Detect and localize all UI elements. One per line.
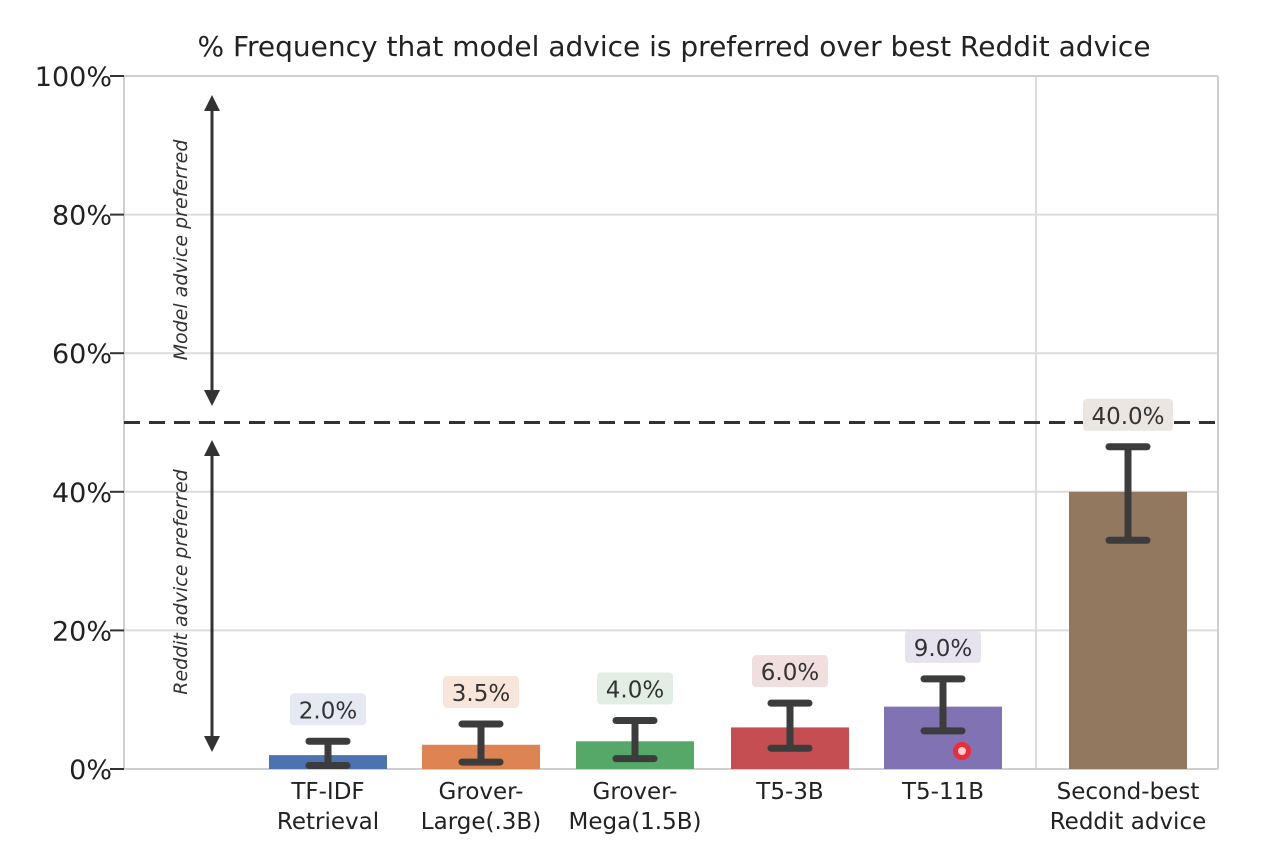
chart-title: % Frequency that model advice is preferr… [197, 30, 1150, 63]
x-tick-label: Second-best [1057, 779, 1200, 805]
grid-lines [123, 75, 1219, 770]
y-tick-label: 60% [52, 339, 112, 370]
x-tick-label: Reddit advice [1050, 809, 1207, 835]
upper-arrow-head-top [204, 95, 220, 111]
data-label-box [443, 675, 519, 708]
x-tick-label: Large(.3B) [421, 809, 541, 835]
data-label-box [752, 655, 828, 688]
region-annotations: Model advice preferred Reddit advice pref… [170, 95, 220, 752]
x-tick-label: T5-3B [755, 779, 823, 805]
data-label-box [290, 693, 366, 726]
y-axis: 0% 20% 40% 60% 80% 100% [35, 62, 124, 786]
x-tick-label: T5-11B [901, 779, 984, 805]
data-label-box [905, 630, 981, 663]
x-tick-label: Grover- [439, 779, 524, 805]
data-labels: 2.0% 3.5% 4.0% 6.0% 9.0% 40.0% [290, 398, 1173, 726]
data-label-box [1083, 398, 1173, 431]
x-tick-label: Grover- [593, 779, 678, 805]
x-axis: TF-IDF Retrieval Grover- Large(.3B) Grover- M… [277, 779, 1206, 835]
data-label: 40.0% [1091, 404, 1164, 430]
lower-arrow-head-top [204, 440, 220, 456]
y-tick-label: 40% [52, 478, 112, 509]
cursor-marker [953, 742, 971, 760]
x-tick-label: Mega(1.5B) [569, 809, 702, 835]
y-tick-label: 20% [52, 616, 112, 647]
upper-region-label: Model advice preferred [170, 139, 192, 361]
error-bars [305, 443, 1151, 770]
data-label: 2.0% [299, 698, 357, 724]
data-label: 4.0% [606, 677, 664, 703]
y-tick-label: 80% [52, 201, 112, 232]
lower-region-label: Reddit advice preferred [170, 468, 192, 694]
y-tick-label: 100% [35, 62, 112, 93]
y-tick-label: 0% [69, 755, 112, 786]
data-label: 6.0% [761, 660, 819, 686]
data-label: 3.5% [452, 681, 510, 707]
data-label-box [597, 672, 673, 705]
cursor-dot-center [958, 747, 966, 755]
data-label: 9.0% [914, 636, 972, 662]
upper-arrow-head-bottom [204, 390, 220, 406]
x-tick-label: Retrieval [277, 809, 379, 835]
x-tick-label: TF-IDF [290, 779, 364, 805]
lower-arrow-head-bottom [204, 736, 220, 752]
